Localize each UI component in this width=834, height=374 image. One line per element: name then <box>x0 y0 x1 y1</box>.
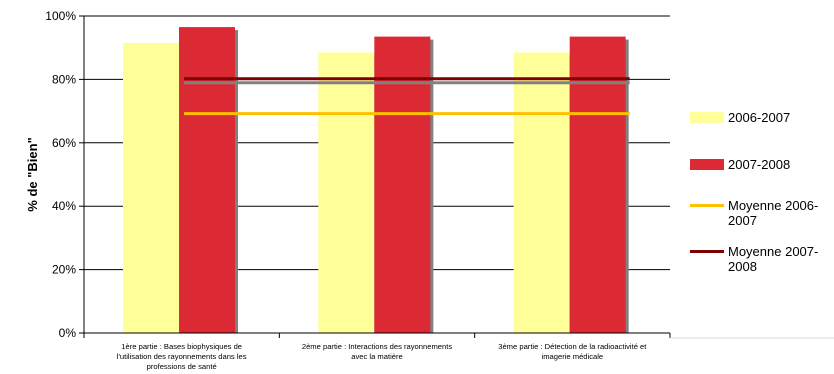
y-tick-label: 0% <box>59 326 77 340</box>
x-category-label: 3ème partie : Détection de la radioactiv… <box>498 342 647 361</box>
category-labels: 1ère partie : Bases biophysiques de l'uti… <box>117 342 648 371</box>
y-tick-label: 80% <box>52 72 76 86</box>
bar <box>179 27 235 333</box>
legend-swatch <box>690 250 724 253</box>
x-category-label: 2ème partie : Interactions des rayonneme… <box>302 342 452 361</box>
axes <box>79 15 834 339</box>
bar <box>318 52 375 334</box>
y-tick-label: 40% <box>52 199 76 213</box>
legend-swatch <box>690 112 724 123</box>
x-category-label-line: avec la matière <box>351 352 403 361</box>
y-tick-label: 60% <box>52 136 76 150</box>
bar <box>513 52 570 334</box>
x-category-label-line: l'utilisation des rayonnements dans les <box>117 352 247 361</box>
legend-swatch <box>690 159 724 170</box>
bar <box>569 36 626 333</box>
bar <box>123 42 179 333</box>
x-category-label-line: 1ère partie : Bases biophysiques de <box>121 342 242 351</box>
legend-label: 2007-2008 <box>728 157 791 172</box>
bar <box>374 36 431 333</box>
y-axis-label: % de "Bien" <box>25 137 40 211</box>
legend-label: Moyenne 2006-2007 <box>728 198 819 228</box>
y-tick-label: 100% <box>45 9 76 23</box>
y-tick-label: 20% <box>52 263 76 277</box>
x-category-label: 1ère partie : Bases biophysiques de l'uti… <box>117 342 247 371</box>
average-lines <box>184 77 630 116</box>
x-category-label-line: professions de santé <box>147 362 217 371</box>
x-category-label-line: 3ème partie : Détection de la radioactiv… <box>498 342 647 351</box>
x-category-label-line: 2ème partie : Interactions des rayonneme… <box>302 342 452 351</box>
legend-swatch <box>690 204 724 207</box>
bars <box>123 27 629 334</box>
x-category-label-line: imagerie médicale <box>542 352 604 361</box>
legend-label: Moyenne 2007-2008 <box>728 244 819 274</box>
y-tick-labels: 0% 20% 40% 60% 80% 100% <box>45 9 76 340</box>
legend-label: 2006-2007 <box>728 110 791 125</box>
